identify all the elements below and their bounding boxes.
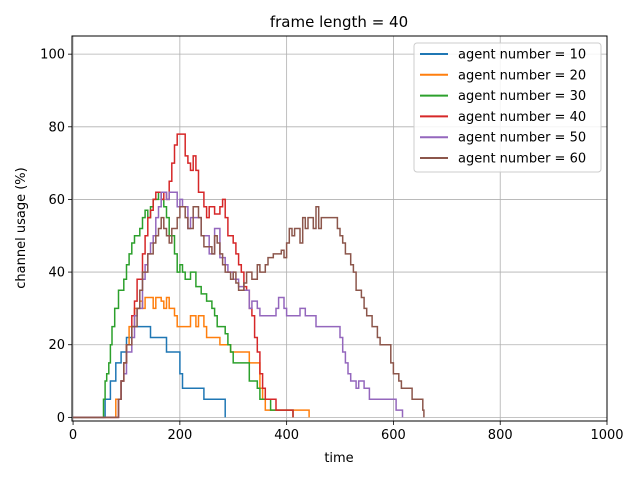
series-line-5 — [73, 191, 404, 419]
series-line-6 — [73, 205, 425, 419]
legend-label: agent number = 50 — [458, 131, 586, 146]
series-line-1 — [73, 325, 226, 419]
series-line-3 — [73, 191, 294, 419]
legend-label: agent number = 40 — [458, 110, 586, 125]
y-tick-label: 80 — [48, 120, 65, 135]
y-tick-label: 100 — [40, 48, 65, 63]
plot-frame — [71, 35, 608, 422]
x-axis-label: time — [324, 451, 353, 466]
legend-label: agent number = 60 — [458, 152, 586, 167]
ticks: 0 200 400 600 800 1000 0 20 40 60 80 100 — [40, 48, 623, 443]
x-tick-label: 600 — [381, 428, 406, 443]
legend: agent number = 10 agent number = 20 agent … — [413, 42, 602, 173]
legend-label: agent number = 10 — [458, 48, 586, 63]
x-tick-label: 200 — [167, 428, 192, 443]
chart-title: frame length = 40 — [270, 13, 408, 31]
legend-label: agent number = 20 — [458, 68, 586, 83]
y-tick-label: 60 — [48, 193, 65, 208]
y-tick-label: 0 — [57, 411, 65, 426]
series-lines — [73, 133, 425, 419]
legend-label: agent number = 30 — [458, 89, 586, 104]
y-tick-label: 40 — [48, 266, 65, 281]
legend-box — [413, 42, 602, 173]
x-tick-label: 1000 — [590, 428, 623, 443]
y-axis-label: channel usage (%) — [14, 167, 29, 288]
x-tick-label: 800 — [488, 428, 513, 443]
x-tick-label: 0 — [69, 428, 77, 443]
x-tick-label: 400 — [274, 428, 299, 443]
y-tick-label: 20 — [48, 338, 65, 353]
